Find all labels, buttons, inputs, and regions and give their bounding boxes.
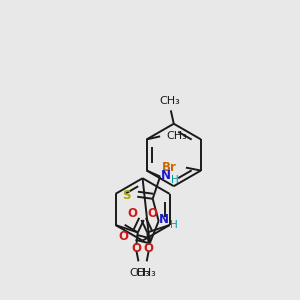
Text: H: H [170, 220, 178, 230]
Text: H: H [171, 175, 179, 185]
Text: CH₃: CH₃ [129, 268, 150, 278]
Text: Br: Br [162, 161, 177, 174]
Text: S: S [122, 189, 131, 202]
Text: CH₃: CH₃ [135, 268, 156, 278]
Text: N: N [161, 169, 171, 182]
Text: O: O [128, 207, 137, 220]
Text: N: N [159, 213, 169, 226]
Text: CH₃: CH₃ [166, 131, 187, 141]
Text: O: O [144, 242, 154, 255]
Text: O: O [118, 230, 128, 243]
Text: CH₃: CH₃ [159, 96, 180, 106]
Text: O: O [131, 242, 141, 255]
Text: O: O [148, 207, 158, 220]
